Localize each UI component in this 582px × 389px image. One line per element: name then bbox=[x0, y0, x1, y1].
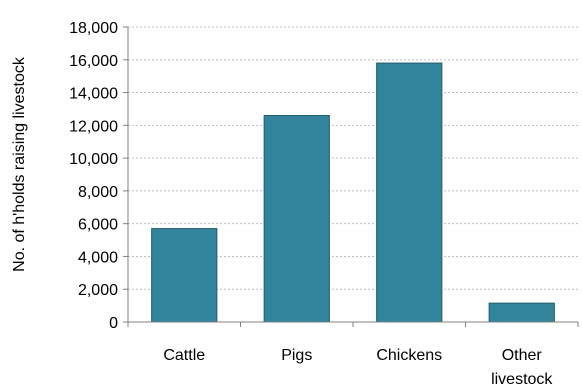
y-tick-label: 0 bbox=[109, 315, 118, 332]
gridlines bbox=[128, 26, 578, 290]
bars bbox=[151, 62, 555, 323]
y-tick-label: 6,000 bbox=[78, 217, 118, 234]
y-tick-labels: 0 2,000 4,000 6,000 8,000 10,000 12,000 14,000 1… bbox=[69, 20, 118, 332]
bar bbox=[376, 62, 443, 323]
x-tick-label: Cattle bbox=[163, 347, 205, 364]
x-tick-labels: Cattle Pigs Chickens Other livestock bbox=[163, 347, 553, 388]
bar bbox=[151, 228, 218, 323]
y-tick-label: 2,000 bbox=[78, 282, 118, 299]
y-tick-label: 4,000 bbox=[78, 249, 118, 266]
y-tick-label: 12,000 bbox=[69, 118, 118, 135]
y-tick-label: 16,000 bbox=[69, 53, 118, 70]
y-tick-label: 10,000 bbox=[69, 151, 118, 168]
y-tick-label: 18,000 bbox=[69, 20, 118, 37]
x-tick-label: Chickens bbox=[376, 347, 442, 364]
y-tick-label: 8,000 bbox=[78, 184, 118, 201]
axes bbox=[123, 26, 579, 327]
y-tick-label: 14,000 bbox=[69, 86, 118, 103]
y-axis-title: No. of h'holds raising livestock bbox=[11, 56, 28, 272]
x-tick-label: Other livestock bbox=[491, 347, 553, 388]
bar bbox=[488, 302, 555, 323]
bar bbox=[263, 115, 330, 323]
x-tick-label: Pigs bbox=[281, 347, 312, 364]
